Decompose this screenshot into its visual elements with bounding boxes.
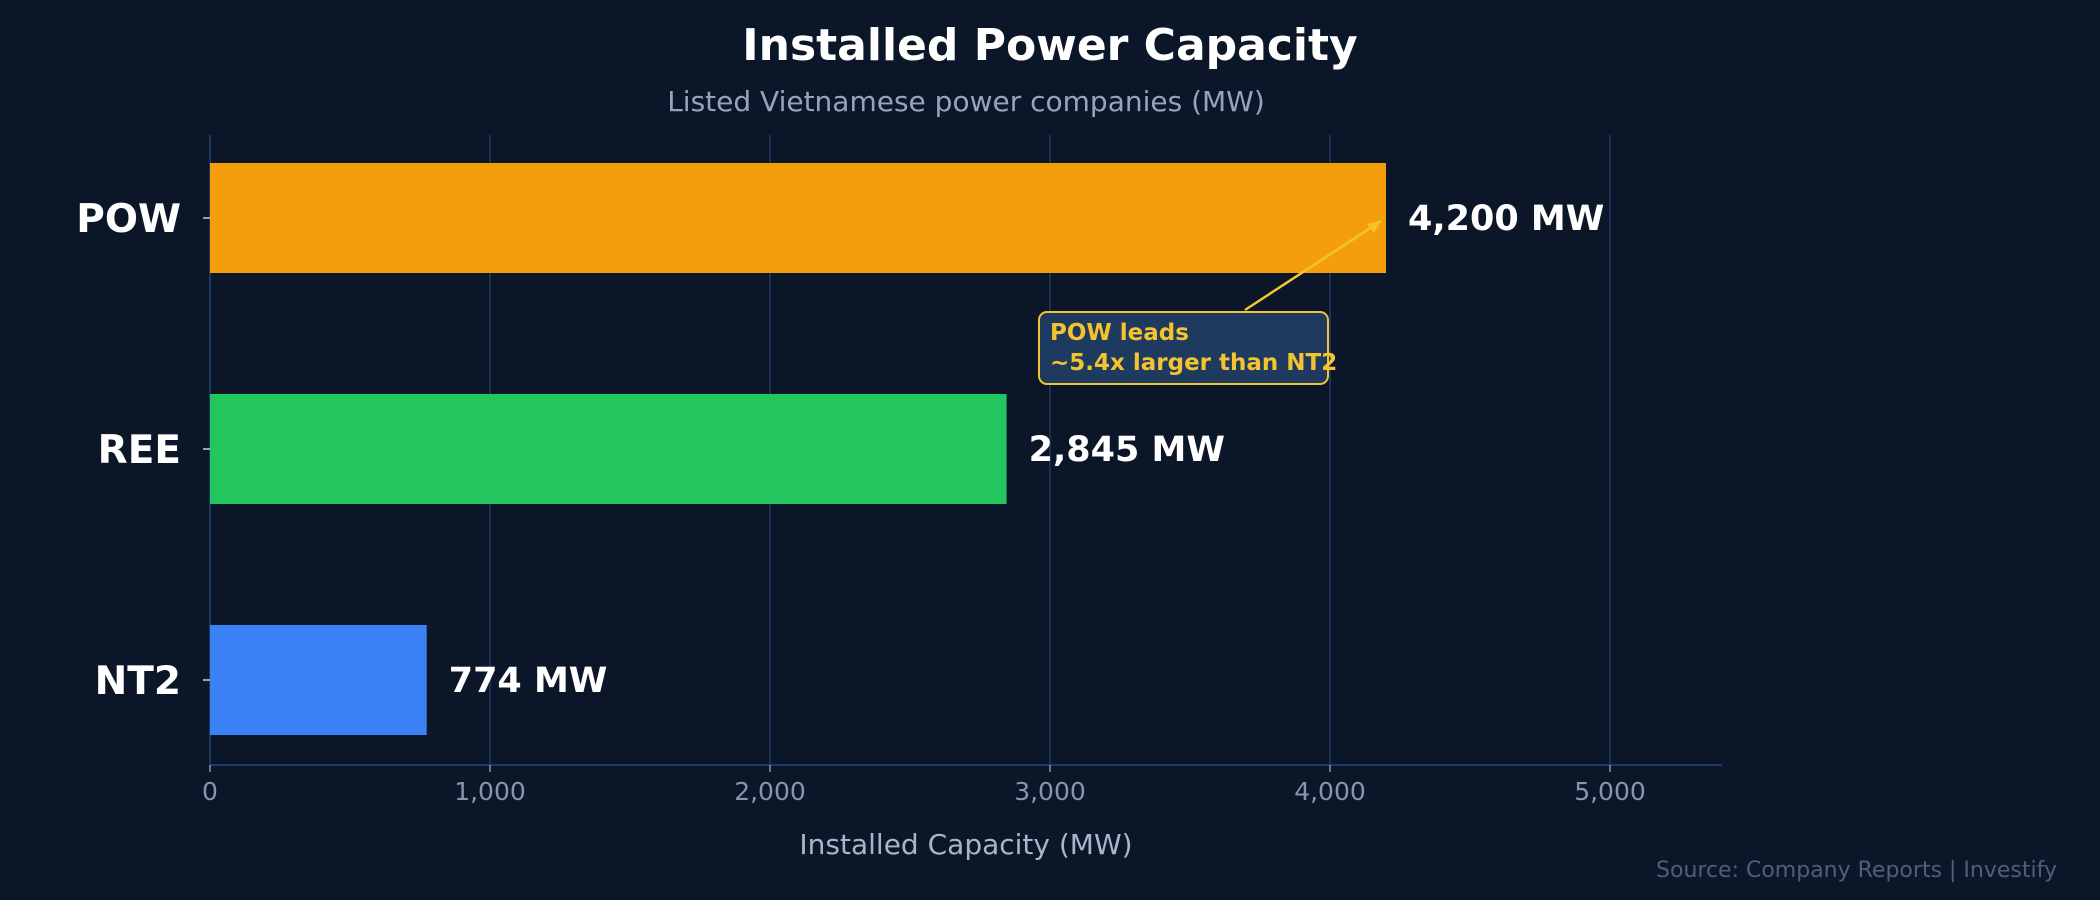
annotation-text-line: ~5.4x larger than NT2	[1050, 350, 1337, 376]
y-tick-label-pow: POW	[76, 197, 181, 242]
bar-pow	[210, 163, 1386, 273]
source-note: Source: Company Reports | Investify	[1656, 858, 2057, 883]
annotation-box	[1038, 311, 1329, 385]
y-tick-label-ree: REE	[98, 428, 181, 473]
x-tick-label: 3,000	[1014, 777, 1086, 806]
x-tick-label: 2,000	[734, 777, 806, 806]
data-labels: 4,200 MW 2,845 MW 774 MW	[449, 199, 1605, 701]
data-label-pow: 4,200 MW	[1408, 199, 1604, 239]
x-tick-label: 0	[202, 777, 218, 806]
x-tick-label: 5,000	[1574, 777, 1646, 806]
annotation-arrow-line	[1244, 221, 1379, 312]
annotation: POW leads ~5.4x larger than NT2	[1038, 220, 1382, 385]
data-label-ree: 2,845 MW	[1029, 430, 1225, 470]
axes: 0 1,000 2,000 3,000 4,000 5,000 POW REE NT2	[76, 135, 1722, 806]
annotation-text-line: POW leads	[1050, 320, 1189, 346]
chart-subtitle: Listed Vietnamese power companies (MW)	[667, 85, 1265, 118]
data-label-nt2: 774 MW	[449, 661, 608, 701]
x-tick-label: 1,000	[454, 777, 526, 806]
bars	[210, 163, 1386, 735]
bar-nt2	[210, 625, 427, 735]
annotation-arrow-head	[1367, 220, 1382, 233]
chart-header: Installed Power Capacity Listed Vietname…	[667, 20, 1358, 118]
bar-ree	[210, 394, 1007, 504]
x-axis-label: Installed Capacity (MW)	[799, 828, 1132, 861]
chart-title: Installed Power Capacity	[742, 20, 1357, 71]
x-tick-label: 4,000	[1294, 777, 1366, 806]
y-tick-label-nt2: NT2	[95, 659, 181, 704]
